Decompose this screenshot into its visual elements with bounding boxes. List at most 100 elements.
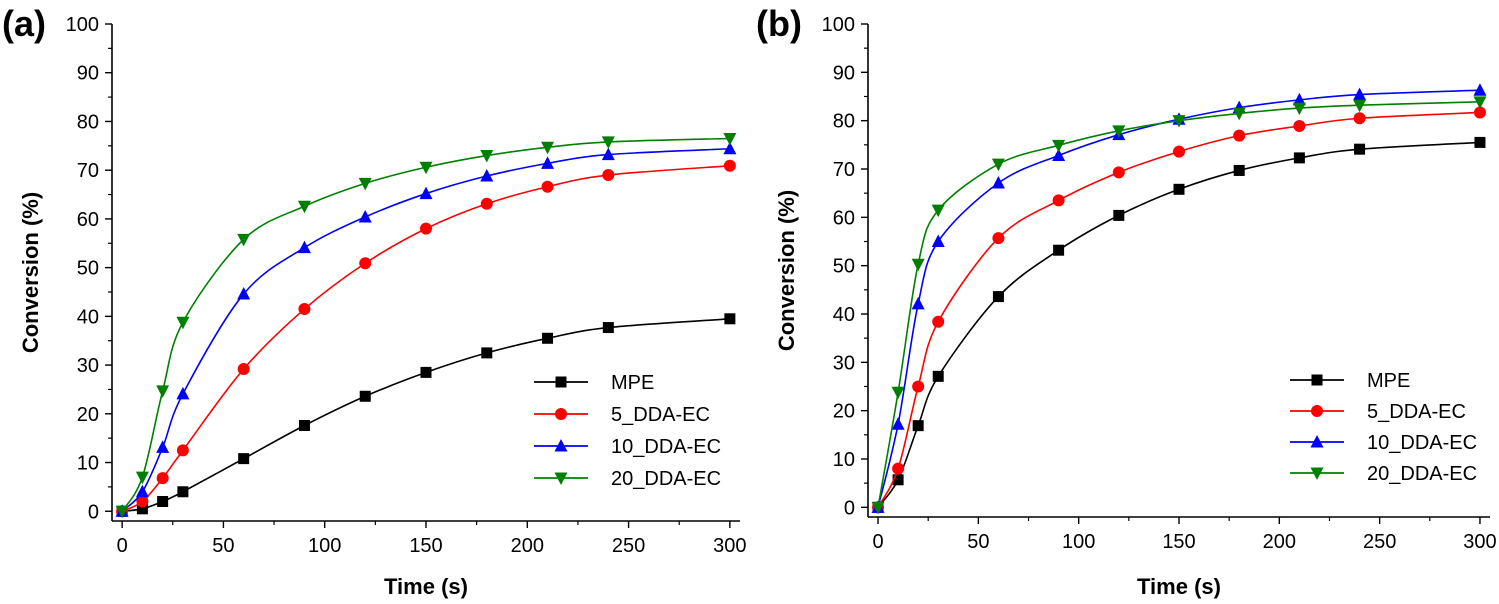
- data-point: [602, 322, 614, 334]
- y-axis-title: Conversion (%): [774, 190, 799, 351]
- x-tick-label: 0: [117, 535, 128, 557]
- data-point: [359, 390, 371, 402]
- data-point: [931, 204, 945, 218]
- x-tick-label: 250: [612, 535, 645, 557]
- y-axis-title: Conversion (%): [18, 192, 43, 353]
- y-tick-label: 20: [833, 401, 855, 423]
- data-point: [1473, 96, 1487, 109]
- legend-label: 10_DDA-EC: [1367, 432, 1477, 454]
- x-tick-label: 300: [1463, 531, 1496, 553]
- x-axis-title: Time (s): [1137, 574, 1221, 599]
- data-point: [1232, 107, 1246, 121]
- series-20-dda-ec: [115, 133, 737, 519]
- x-tick-label: 150: [1162, 531, 1195, 553]
- data-point: [991, 176, 1005, 189]
- y-tick-label: 20: [77, 404, 99, 426]
- data-point: [237, 233, 251, 247]
- legend-label: MPE: [611, 372, 654, 394]
- y-tick-label: 40: [833, 304, 855, 326]
- y-tick-label: 50: [833, 256, 855, 278]
- series-5-dda-ec: [872, 106, 1486, 514]
- data-point: [541, 180, 554, 193]
- data-point: [891, 386, 905, 400]
- data-point: [602, 169, 615, 182]
- data-point: [238, 453, 250, 465]
- legend-entry: 5_DDA-EC: [534, 404, 710, 426]
- legend-marker: [1311, 405, 1323, 417]
- data-point: [724, 313, 736, 325]
- data-point: [541, 141, 555, 155]
- legend-entry: 20_DDA-EC: [534, 468, 721, 490]
- data-point: [156, 472, 169, 485]
- x-tick-label: 200: [511, 535, 544, 557]
- data-point: [992, 291, 1004, 303]
- x-axis-title: Time (s): [384, 574, 468, 599]
- legend-marker: [1311, 374, 1323, 386]
- data-point: [1052, 194, 1065, 207]
- x-tick-label: 100: [1062, 531, 1095, 553]
- data-point: [237, 286, 251, 300]
- legend-entry: 5_DDA-EC: [1290, 401, 1466, 423]
- data-point: [912, 380, 925, 393]
- x-tick-label: 200: [1263, 531, 1296, 553]
- data-point: [541, 156, 555, 169]
- y-tick-label: 60: [77, 209, 99, 231]
- data-point: [1293, 152, 1305, 164]
- y-tick-label: 80: [77, 111, 99, 133]
- data-point: [359, 257, 372, 270]
- legend-label: 20_DDA-EC: [1367, 463, 1477, 485]
- data-point: [419, 161, 433, 175]
- x-tick-label: 50: [212, 535, 234, 557]
- x-tick-label: 250: [1363, 531, 1396, 553]
- data-point: [1173, 145, 1185, 158]
- x-tick-label: 0: [872, 531, 883, 553]
- data-point: [1292, 92, 1306, 106]
- y-tick-label: 10: [833, 449, 855, 471]
- data-point: [176, 444, 189, 457]
- chart-panel-a: (a) 0 10 20 30 40 50 60 70 80 90 100 0 50 100 150 200 250…: [2, 3, 747, 599]
- x-tick-label: 150: [409, 535, 442, 557]
- data-point: [419, 186, 433, 200]
- data-point: [723, 141, 737, 155]
- data-point: [911, 296, 925, 310]
- legend-entry: MPE: [534, 372, 654, 394]
- y-tick-label: 0: [844, 497, 855, 519]
- data-point: [481, 347, 493, 359]
- legend-marker: [554, 472, 568, 485]
- data-point: [420, 222, 432, 235]
- legend-label: MPE: [1367, 370, 1410, 392]
- data-point: [542, 332, 554, 344]
- data-point: [1474, 136, 1486, 148]
- x-tick-label: 50: [967, 531, 989, 553]
- y-tick-label: 70: [833, 159, 855, 181]
- legend-marker: [1310, 467, 1324, 480]
- data-point: [358, 177, 372, 191]
- series-5-dda-ec: [116, 159, 736, 518]
- y-tick-label: 40: [77, 306, 99, 328]
- data-point: [176, 316, 190, 330]
- legend-label: 5_DDA-EC: [1367, 401, 1466, 423]
- data-point: [992, 232, 1005, 245]
- y-tick-label: 0: [88, 501, 99, 523]
- legend-label: 20_DDA-EC: [611, 468, 721, 490]
- data-point: [1353, 112, 1366, 125]
- x-tick-label: 300: [713, 535, 746, 557]
- data-point: [480, 169, 494, 182]
- panel-label: (a): [2, 3, 46, 44]
- series-line: [877, 101, 1480, 508]
- data-point: [156, 440, 170, 453]
- series-line: [121, 137, 730, 512]
- y-tick-label: 50: [77, 258, 99, 280]
- data-point: [177, 486, 189, 498]
- data-point: [1052, 148, 1066, 161]
- data-point: [1473, 83, 1487, 96]
- series-mpe: [872, 136, 1486, 513]
- y-tick-label: 10: [77, 453, 99, 475]
- legend-marker: [555, 408, 567, 420]
- data-point: [871, 501, 885, 515]
- data-point: [157, 496, 169, 508]
- data-point: [1052, 139, 1066, 153]
- x-tick-label: 100: [308, 535, 341, 557]
- data-point: [1112, 166, 1125, 179]
- data-point: [136, 503, 148, 515]
